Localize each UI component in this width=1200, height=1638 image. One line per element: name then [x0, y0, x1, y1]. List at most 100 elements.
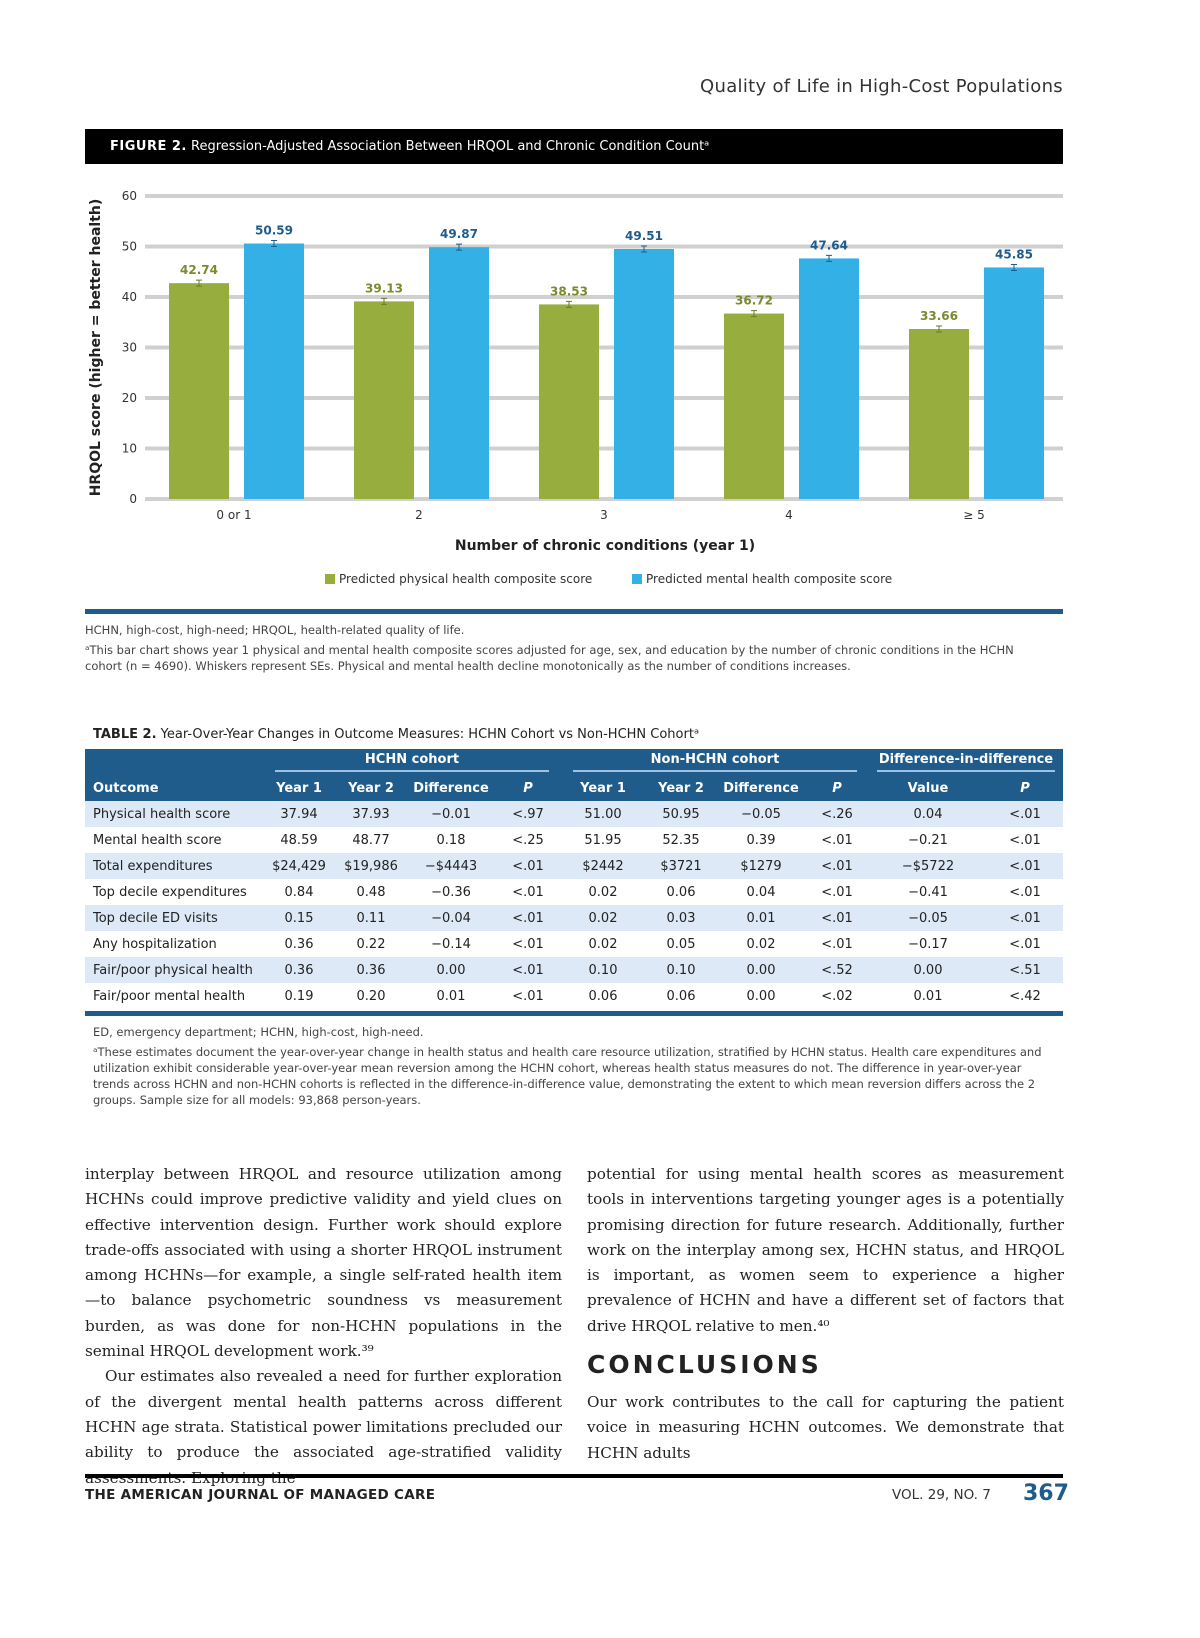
bar-mental — [244, 243, 304, 499]
table-cell: 50.95 — [645, 801, 717, 827]
data-label: 39.13 — [365, 281, 403, 295]
row-label: Total expenditures — [85, 853, 263, 879]
table-footnote: ᵃThese estimates document the year-over-… — [93, 1045, 1042, 1107]
table-cell: 0.39 — [746, 832, 776, 848]
table-cell: 0.00 — [869, 957, 987, 983]
table-cell: 0.36 — [284, 936, 314, 952]
y-tick-label: 10 — [122, 442, 137, 456]
table-cell: $3721 — [645, 853, 717, 879]
data-label: 47.64 — [810, 238, 848, 252]
table-cell: 51.00 — [561, 801, 645, 827]
table-cell: <.01 — [805, 853, 869, 879]
table-cell: 0.15 — [263, 905, 335, 931]
error-bar — [1011, 263, 1017, 271]
table-cell: <.97 — [495, 801, 561, 827]
x-tick-label: ≥ 5 — [963, 508, 985, 522]
table-cell: 0.10 — [561, 957, 645, 983]
table-cell: <.26 — [805, 801, 869, 827]
column-header: Value — [869, 775, 987, 801]
column-header: Difference — [717, 775, 805, 801]
x-tick-label: 0 or 1 — [216, 508, 251, 522]
bar-chart: 0 10 20 30 40 50 60 HRQOL score (higher = bette… — [88, 189, 1063, 586]
table-label: TABLE 2. — [93, 727, 157, 742]
table-cell: <.02 — [821, 988, 853, 1004]
table-row: Physical health score 37.94 37.93 −0.01 <.97… — [85, 801, 1063, 827]
group-header-did: Difference-in-difference — [876, 752, 1056, 772]
table-cell: <.01 — [821, 884, 853, 900]
column-header: Year 2 — [335, 775, 407, 801]
table-cell: <.01 — [495, 905, 561, 931]
legend-label: Predicted physical health composite scor… — [339, 572, 592, 586]
data-label: 36.72 — [735, 294, 773, 308]
table-cell: <.01 — [987, 801, 1063, 827]
error-bar — [826, 254, 832, 262]
error-bar — [936, 325, 942, 333]
x-tick-label: 4 — [785, 508, 793, 522]
table-cell: $1279 — [717, 853, 805, 879]
error-bar — [381, 297, 387, 305]
column-header: Year 1 — [263, 775, 335, 801]
page-number: 367 — [1023, 1481, 1069, 1506]
table-cell: 0.84 — [284, 884, 314, 900]
figure-title-bar: FIGURE 2. Regression-Adjusted Associatio… — [85, 129, 1063, 164]
data-label: 49.87 — [440, 227, 478, 241]
table-cell: 0.06 — [666, 884, 696, 900]
error-bar — [751, 310, 757, 318]
x-tick-label: 2 — [415, 508, 423, 522]
table-row: Any hospitalization 0.36 0.22 −0.14 <.01 0.02… — [85, 931, 1063, 957]
table-row: Fair/poor mental health 0.19 0.20 0.01 <.01 0… — [85, 983, 1063, 1009]
table-cell: 0.00 — [717, 957, 805, 983]
table-cell: <.01 — [821, 936, 853, 952]
figure-divider — [85, 609, 1063, 614]
row-label: Top decile expenditures — [93, 884, 247, 900]
column-header: Difference — [407, 775, 495, 801]
table-cell: <.01 — [821, 832, 853, 848]
body-right-column: potential for using mental health scores… — [587, 1162, 1064, 1339]
data-label: 33.66 — [920, 309, 958, 323]
table-cell: <.52 — [805, 957, 869, 983]
table-cell: −0.01 — [407, 801, 495, 827]
table-row: Fair/poor physical health 0.36 0.36 0.00 <.0… — [85, 957, 1063, 983]
table-cell: −0.17 — [908, 936, 948, 952]
conclusions-text: Our work contributes to the call for cap… — [587, 1390, 1064, 1466]
table-cell: 0.10 — [645, 957, 717, 983]
table-cell: <.01 — [987, 905, 1063, 931]
body-paragraph: interplay between HRQOL and resource uti… — [85, 1165, 562, 1361]
data-label: 45.85 — [995, 247, 1033, 261]
figure-abbreviations: HCHN, high-cost, high-need; HRQOL, healt… — [85, 623, 465, 637]
column-header: Year 1 — [561, 775, 645, 801]
column-header: Outcome — [85, 775, 263, 801]
group-header-non-hchn: Non-HCHN cohort — [573, 752, 857, 772]
x-axis-label: Number of chronic conditions (year 1) — [455, 538, 755, 554]
footer-journal: THE AMERICAN JOURNAL OF MANAGED CARE — [85, 1487, 436, 1503]
table-title-text: Year-Over-Year Changes in Outcome Measur… — [160, 727, 700, 742]
table-cell: <.01 — [987, 853, 1063, 879]
table-cell: −0.41 — [908, 884, 948, 900]
table-cell: <.01 — [805, 905, 869, 931]
row-label: Fair/poor mental health — [93, 988, 246, 1004]
y-tick-label: 40 — [122, 290, 137, 304]
figure-footnote: ᵃThis bar chart shows year 1 physical an… — [85, 643, 1014, 673]
table-cell: 0.36 — [335, 957, 407, 983]
table-cell: 0.00 — [407, 957, 495, 983]
table-cell: 0.06 — [666, 988, 696, 1004]
table-cell: 0.02 — [588, 936, 618, 952]
table-cell: 0.19 — [284, 988, 314, 1004]
table-cell: 0.04 — [746, 884, 776, 900]
table-cell: 48.59 — [280, 832, 318, 848]
row-label: Top decile ED visits — [85, 905, 263, 931]
bar-mental — [614, 248, 674, 499]
body-paragraph: Our work contributes to the call for cap… — [587, 1393, 1064, 1462]
figure-label: FIGURE 2. — [110, 139, 187, 154]
table-cell: −0.05 — [717, 801, 805, 827]
data-label: 38.53 — [550, 284, 588, 298]
table-row: Mental health score 48.59 48.77 0.18 <.25 51.… — [85, 827, 1063, 853]
error-bar — [566, 300, 572, 308]
legend-swatch — [632, 574, 642, 584]
table-cell: 0.01 — [436, 988, 466, 1004]
table-cell: 0.20 — [356, 988, 386, 1004]
y-tick-label: 30 — [122, 341, 137, 355]
error-bar — [641, 245, 647, 253]
table-cell: 48.77 — [352, 832, 390, 848]
table-cell: 0.04 — [869, 801, 987, 827]
